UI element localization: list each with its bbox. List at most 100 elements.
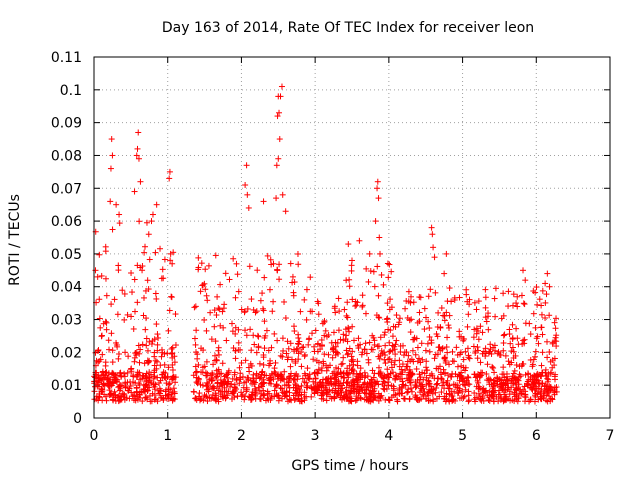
data-point: [96, 251, 103, 258]
data-point: [281, 368, 288, 375]
data-point: [202, 266, 209, 273]
data-point: [205, 262, 212, 269]
data-point: [387, 296, 394, 303]
data-point: [522, 277, 529, 284]
y-tick-label: 0.07: [51, 181, 82, 197]
data-point: [551, 355, 558, 362]
data-point: [95, 347, 102, 354]
data-point: [337, 369, 344, 376]
data-point: [257, 396, 264, 403]
data-point: [465, 352, 472, 359]
data-point: [539, 369, 546, 376]
data-point: [380, 378, 387, 385]
data-point: [408, 385, 415, 392]
data-point: [239, 391, 246, 398]
x-tick-label: 4: [384, 428, 393, 444]
data-point: [130, 372, 137, 379]
data-point: [534, 333, 541, 340]
data-point: [130, 379, 137, 386]
data-point: [528, 385, 535, 392]
data-point: [288, 370, 295, 377]
data-point: [543, 291, 550, 298]
data-point: [301, 296, 308, 303]
data-point: [209, 394, 216, 401]
data-point: [416, 371, 423, 378]
data-point: [260, 198, 267, 205]
data-point: [505, 384, 512, 391]
data-point: [500, 332, 507, 339]
data-point: [482, 387, 489, 394]
data-point: [507, 340, 514, 347]
data-point: [131, 276, 138, 283]
data-point: [446, 285, 453, 292]
data-point: [400, 395, 407, 402]
data-point: [109, 226, 116, 233]
data-point: [315, 311, 322, 318]
data-point: [426, 325, 433, 332]
data-point: [399, 361, 406, 368]
data-point: [222, 270, 229, 277]
data-point: [544, 378, 551, 385]
data-point: [473, 306, 480, 313]
data-point: [542, 366, 549, 373]
data-point: [321, 351, 328, 358]
data-point: [343, 312, 350, 319]
data-point: [426, 333, 433, 340]
data-point: [223, 388, 230, 395]
data-point: [421, 326, 428, 333]
data-point: [374, 263, 381, 270]
data-point: [238, 359, 245, 366]
data-point: [243, 332, 250, 339]
data-point: [131, 188, 138, 195]
data-point: [143, 315, 150, 322]
data-point: [154, 331, 161, 338]
data-point: [282, 208, 289, 215]
data-point: [119, 287, 126, 294]
data-point: [367, 268, 374, 275]
data-point: [236, 364, 243, 371]
data-point: [212, 252, 219, 259]
data-point: [521, 340, 528, 347]
data-point: [241, 309, 248, 316]
data-point: [544, 270, 551, 277]
data-point: [98, 272, 105, 279]
data-point: [132, 350, 139, 357]
data-point: [525, 370, 532, 377]
data-point: [475, 327, 482, 334]
data-point: [340, 354, 347, 361]
data-point: [279, 395, 286, 402]
data-point: [142, 287, 149, 294]
data-point: [124, 387, 131, 394]
data-point: [443, 344, 450, 351]
data-point: [140, 312, 147, 319]
data-point: [161, 256, 168, 263]
data-point: [116, 397, 123, 404]
data-point: [121, 396, 128, 403]
data-point: [113, 379, 120, 386]
data-point: [348, 267, 355, 274]
data-point: [303, 393, 310, 400]
data-point: [213, 312, 220, 319]
data-point: [231, 369, 238, 376]
y-tick-label: 0.03: [51, 313, 82, 329]
data-point: [346, 369, 353, 376]
data-point: [418, 387, 425, 394]
data-point: [151, 386, 158, 393]
data-point: [201, 316, 208, 323]
data-point: [532, 353, 539, 360]
data-point: [429, 372, 436, 379]
data-point: [172, 379, 179, 386]
data-point: [464, 298, 471, 305]
data-point: [551, 337, 558, 344]
data-point: [498, 315, 505, 322]
data-point: [331, 393, 338, 400]
data-point: [214, 293, 221, 300]
data-point: [102, 318, 109, 325]
data-point: [445, 372, 452, 379]
data-point: [141, 249, 148, 256]
data-point: [256, 387, 263, 394]
data-point: [464, 323, 471, 330]
data-point: [385, 374, 392, 381]
data-point: [344, 394, 351, 401]
data-point: [329, 354, 336, 361]
